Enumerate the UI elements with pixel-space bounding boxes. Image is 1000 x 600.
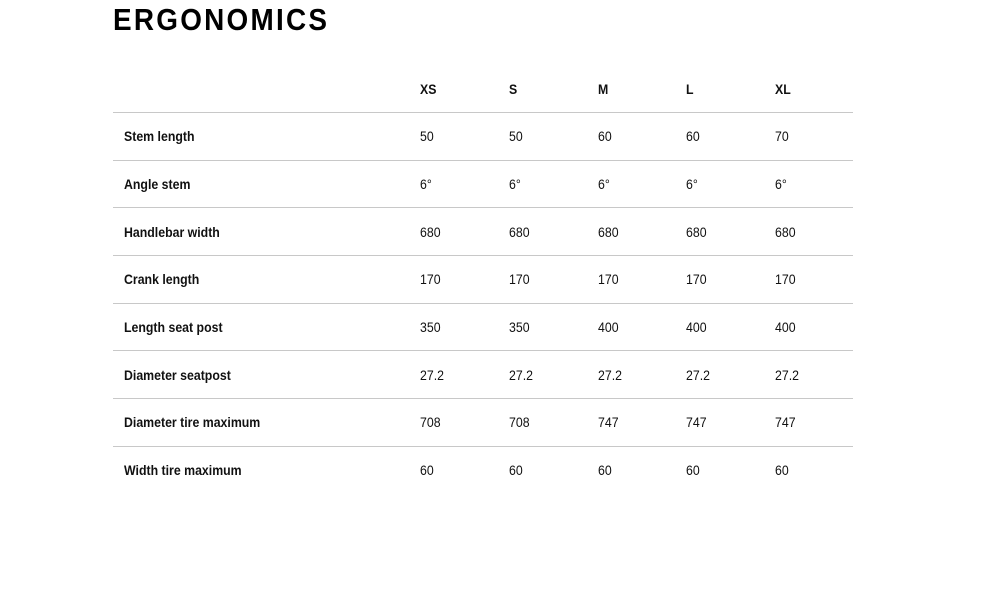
- cell-value: 350: [509, 319, 530, 336]
- column-header-xl: XL: [775, 81, 791, 97]
- table-row: Diameter tire maximum 708 708 747 747 747: [113, 399, 853, 447]
- cell-value: 680: [686, 223, 707, 240]
- cell-value: 400: [598, 319, 619, 336]
- table-row: Handlebar width 680 680 680 680 680: [113, 208, 853, 257]
- cell-value: 27.2: [686, 366, 710, 383]
- table-row: Width tire maximum 60 60 60 60 60: [113, 447, 853, 494]
- cell-value: 60: [686, 462, 700, 479]
- column-header-s: S: [509, 81, 518, 97]
- cell-value: 400: [775, 319, 796, 336]
- column-header-l: L: [686, 81, 694, 97]
- row-label: Width tire maximum: [124, 462, 242, 479]
- table-row: Angle stem 6° 6° 6° 6° 6°: [113, 161, 853, 209]
- cell-value: 680: [598, 223, 619, 240]
- column-header-xs: XS: [420, 81, 437, 97]
- cell-value: 6°: [686, 176, 698, 193]
- cell-value: 27.2: [775, 366, 799, 383]
- row-label: Handlebar width: [124, 223, 220, 240]
- cell-value: 27.2: [509, 366, 533, 383]
- cell-value: 170: [598, 271, 619, 288]
- cell-value: 60: [509, 462, 523, 479]
- cell-value: 170: [775, 271, 796, 288]
- cell-value: 6°: [775, 176, 787, 193]
- ergonomics-table: XS S M L XL Stem length 50 50 60 60 70 Angle stem 6…: [113, 66, 853, 494]
- cell-value: 350: [420, 319, 441, 336]
- cell-value: 708: [420, 414, 441, 431]
- cell-value: 60: [420, 462, 434, 479]
- row-label: Length seat post: [124, 319, 223, 336]
- cell-value: 170: [509, 271, 530, 288]
- cell-value: 50: [420, 128, 434, 145]
- cell-value: 680: [775, 223, 796, 240]
- row-label: Diameter seatpost: [124, 366, 231, 383]
- cell-value: 747: [598, 414, 619, 431]
- cell-value: 70: [775, 128, 789, 145]
- cell-value: 680: [420, 223, 441, 240]
- row-label: Angle stem: [124, 176, 191, 193]
- page-title: ERGONOMICS: [113, 2, 330, 37]
- row-label: Crank length: [124, 271, 200, 288]
- cell-value: 60: [598, 128, 612, 145]
- cell-value: 6°: [598, 176, 610, 193]
- cell-value: 27.2: [420, 366, 444, 383]
- cell-value: 6°: [509, 176, 521, 193]
- table-row: Length seat post 350 350 400 400 400: [113, 304, 853, 352]
- cell-value: 680: [509, 223, 530, 240]
- cell-value: 170: [686, 271, 707, 288]
- cell-value: 747: [686, 414, 707, 431]
- cell-value: 60: [686, 128, 700, 145]
- cell-value: 747: [775, 414, 796, 431]
- row-label: Diameter tire maximum: [124, 414, 261, 431]
- cell-value: 60: [598, 462, 612, 479]
- cell-value: 50: [509, 128, 523, 145]
- column-header-m: M: [598, 81, 609, 97]
- cell-value: 6°: [420, 176, 432, 193]
- cell-value: 400: [686, 319, 707, 336]
- table-row: Crank length 170 170 170 170 170: [113, 256, 853, 304]
- table-header-row: XS S M L XL: [113, 66, 853, 113]
- table-row: Stem length 50 50 60 60 70: [113, 113, 853, 161]
- table-row: Diameter seatpost 27.2 27.2 27.2 27.2 27.2: [113, 351, 853, 400]
- cell-value: 170: [420, 271, 441, 288]
- cell-value: 708: [509, 414, 530, 431]
- row-label: Stem length: [124, 128, 195, 145]
- cell-value: 27.2: [598, 366, 622, 383]
- cell-value: 60: [775, 462, 789, 479]
